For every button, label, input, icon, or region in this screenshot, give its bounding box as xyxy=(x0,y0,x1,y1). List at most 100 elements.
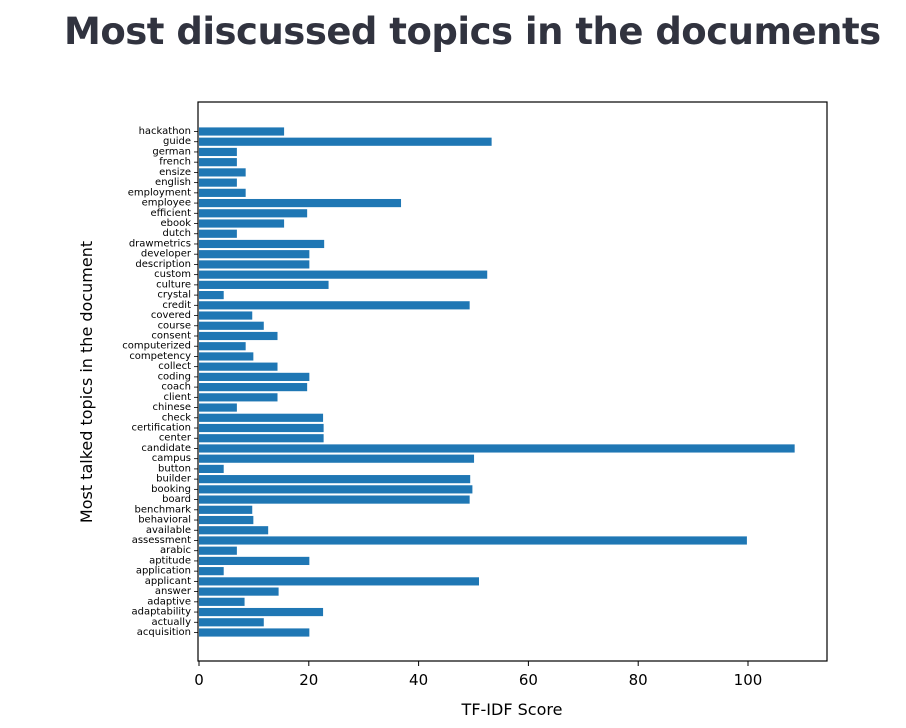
y-axis-label: Most talked topics in the document xyxy=(77,241,96,523)
bar-covered xyxy=(199,311,253,320)
y-tick-label: arabic xyxy=(160,545,191,556)
bar-client xyxy=(199,393,278,402)
bar-actually xyxy=(199,618,264,627)
y-tick-label: dutch xyxy=(163,228,191,239)
bar-drawmetrics xyxy=(199,239,325,249)
y-tick-label: adaptive xyxy=(147,596,191,607)
bar-dutch xyxy=(199,229,237,238)
bar-available xyxy=(199,526,269,535)
y-tick-label: candidate xyxy=(141,443,191,454)
bar-adaptability xyxy=(199,607,324,617)
y-tick-label: acquisition xyxy=(137,627,191,638)
bar-applicant xyxy=(199,577,479,586)
bar-crystal xyxy=(199,291,224,300)
bar-hackathon xyxy=(199,127,285,136)
y-tick-label: available xyxy=(146,525,191,536)
y-tick-label: applicant xyxy=(145,576,191,587)
y-tick-label: answer xyxy=(155,586,192,597)
bar-campus xyxy=(199,454,475,463)
bar-answer xyxy=(199,587,279,596)
bar-course xyxy=(199,321,264,330)
y-tick-label: employment xyxy=(128,187,191,198)
y-tick-label: collect xyxy=(158,361,191,372)
bar-custom xyxy=(199,270,488,279)
y-tick-label: developer xyxy=(141,249,192,260)
y-tick-label: coach xyxy=(161,382,191,393)
y-tick-label: efficient xyxy=(150,208,191,219)
bar-coding xyxy=(199,372,310,381)
y-tick-label: ebook xyxy=(160,218,191,229)
plot-frame xyxy=(197,101,828,662)
bar-french xyxy=(199,158,237,167)
bar-button xyxy=(199,464,224,473)
y-tick-label: competency xyxy=(129,351,191,362)
y-tick-label: chinese xyxy=(153,402,191,413)
x-tick-label: 40 xyxy=(409,671,428,689)
bar-credit xyxy=(199,301,470,310)
y-tick-label: adaptability xyxy=(131,607,191,618)
y-tick-label: credit xyxy=(162,300,191,311)
y-tick-label: ensize xyxy=(159,167,191,178)
bar-acquisition xyxy=(199,628,310,637)
y-tick-label: assessment xyxy=(132,535,191,546)
x-tick-label: 0 xyxy=(194,671,204,689)
y-tick-label: actually xyxy=(152,617,192,628)
bar-ensize xyxy=(199,168,246,177)
y-tick-label: custom xyxy=(154,269,191,280)
x-tick-label: 80 xyxy=(629,671,648,689)
bar-developer xyxy=(199,250,310,259)
x-tick-label: 20 xyxy=(299,671,318,689)
bar-chinese xyxy=(199,403,237,412)
y-tick-label: aptitude xyxy=(149,555,191,566)
bars-layer xyxy=(199,127,795,637)
bar-builder xyxy=(199,475,471,484)
bar-aptitude xyxy=(199,556,310,566)
bar-board xyxy=(199,495,470,504)
y-tick-label: application xyxy=(136,566,191,577)
bar-competency xyxy=(199,352,254,361)
bar-benchmark xyxy=(199,505,253,514)
y-tick-label: booking xyxy=(151,484,191,495)
x-axis-label: TF-IDF Score xyxy=(461,700,563,719)
y-tick-label: client xyxy=(164,392,192,403)
y-tick-label: description xyxy=(135,259,191,270)
bar-application xyxy=(199,567,224,576)
bar-computerized xyxy=(199,342,246,351)
y-tick-label: guide xyxy=(163,136,191,147)
page-title: Most discussed topics in the documents xyxy=(64,10,881,53)
y-tick-label: course xyxy=(158,320,191,331)
y-tick-label: campus xyxy=(152,453,191,464)
x-tick-label: 60 xyxy=(519,671,538,689)
y-tick-label: employee xyxy=(142,198,191,209)
bar-ebook xyxy=(199,219,285,228)
bar-booking xyxy=(199,485,473,494)
y-tick-label: french xyxy=(159,157,191,168)
y-tick-label: builder xyxy=(156,474,192,485)
bar-assessment xyxy=(199,536,747,545)
bar-employee xyxy=(199,198,402,208)
y-tick-label: crystal xyxy=(157,290,191,301)
x-axis: 0 20 40 60 80 100 xyxy=(194,661,762,689)
y-tick-label: covered xyxy=(151,310,191,321)
y-tick-label: center xyxy=(159,433,192,444)
y-tick-label: drawmetrics xyxy=(129,238,191,249)
y-tick-label: german xyxy=(152,146,191,157)
y-tick-label: coding xyxy=(158,371,191,382)
bar-english xyxy=(199,178,237,187)
y-tick-label: benchmark xyxy=(135,504,192,515)
bar-description xyxy=(199,260,310,269)
y-tick-label: english xyxy=(155,177,191,188)
bar-culture xyxy=(199,280,329,289)
y-tick-label: certification xyxy=(131,423,191,434)
y-tick-label: board xyxy=(162,494,191,505)
bar-arabic xyxy=(199,546,237,555)
bar-candidate xyxy=(199,444,795,453)
x-tick-label: 100 xyxy=(734,671,763,689)
bar-guide xyxy=(199,137,492,146)
bar-behavioral xyxy=(199,515,254,525)
bar-check xyxy=(199,413,324,422)
bar-coach xyxy=(199,383,308,392)
y-tick-label: hackathon xyxy=(139,126,191,137)
y-axis: acquisitionactuallyadaptabilityadaptivea… xyxy=(122,126,198,638)
